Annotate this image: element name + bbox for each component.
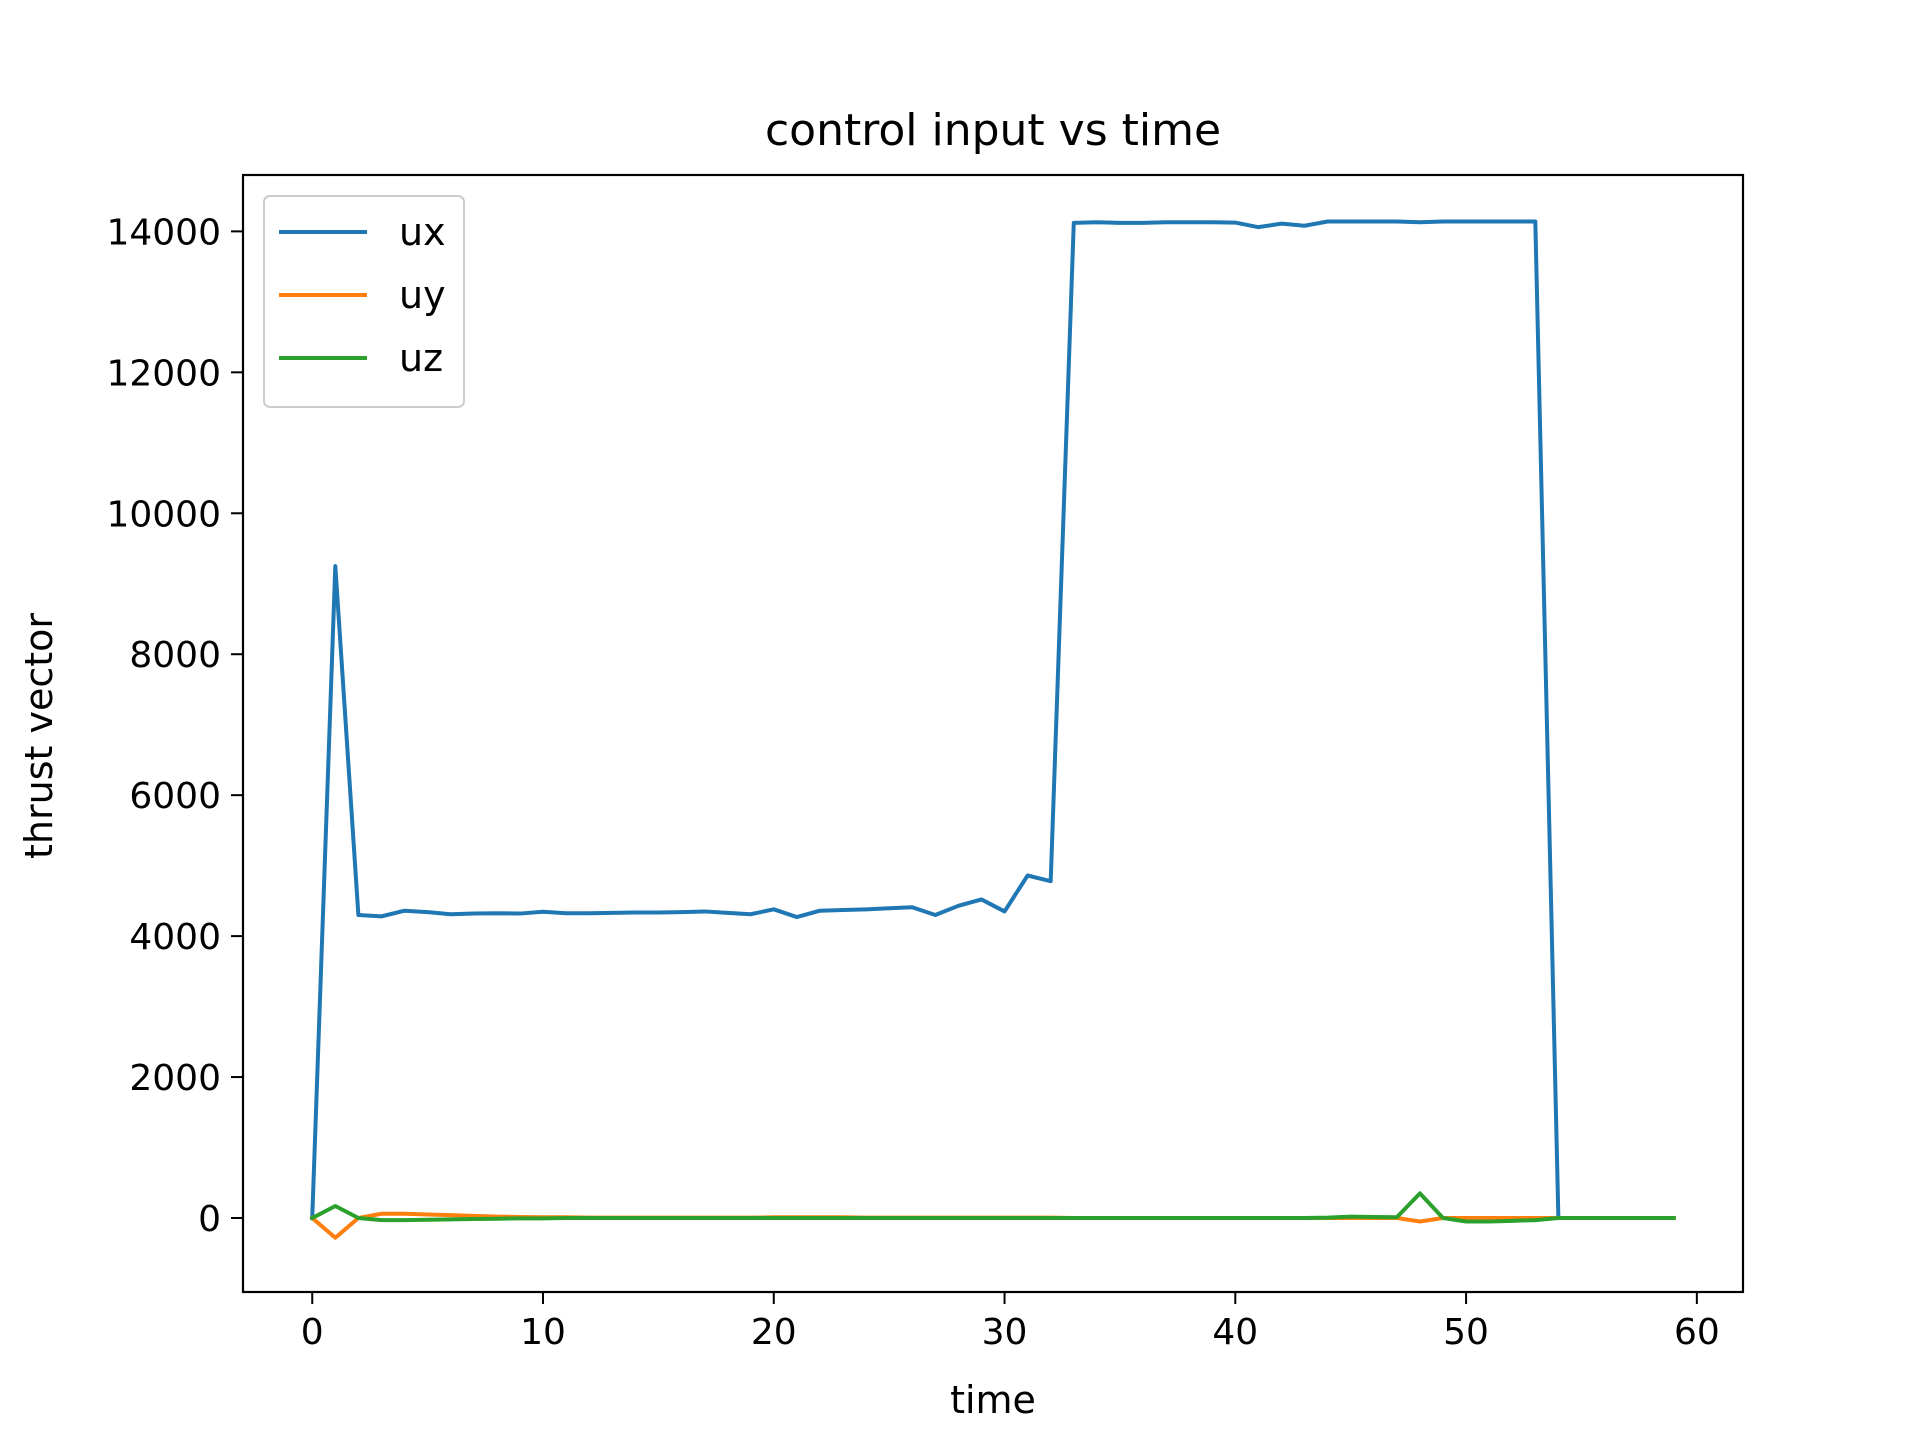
series-line-ux — [310, 219, 1676, 1221]
y-tick-label: 0 — [198, 1199, 221, 1240]
x-tick-label: 20 — [751, 1312, 797, 1353]
y-axis-title: thrust vector — [17, 613, 61, 859]
plot-area — [309, 219, 1676, 1240]
y-tick-label: 8000 — [129, 635, 221, 676]
axis-ticks: 0 10 20 30 40 50 60 0 2000 4000 6000 8000 10000 12000… — [106, 212, 1719, 1353]
y-tick-label: 12000 — [106, 353, 221, 394]
x-tick-label: 30 — [982, 1312, 1028, 1353]
legend-box — [263, 195, 465, 408]
x-tick-label: 50 — [1443, 1312, 1489, 1353]
y-tick-label: 14000 — [106, 212, 221, 253]
y-tick-label: 10000 — [106, 494, 221, 535]
legend: ux uy uz — [263, 195, 465, 408]
x-tick-label: 60 — [1674, 1312, 1720, 1353]
y-tick-label: 4000 — [129, 917, 221, 958]
series-line-uz — [309, 1191, 1676, 1224]
plot-frame — [241, 173, 1745, 1294]
y-tick-label: 6000 — [129, 776, 221, 817]
chart-title: control input vs time — [765, 105, 1221, 156]
x-tick-label: 0 — [301, 1312, 324, 1353]
x-tick-label: 10 — [520, 1312, 566, 1353]
y-tick-label: 2000 — [129, 1058, 221, 1099]
x-axis-title: time — [950, 1378, 1036, 1422]
legend-label-uy: uy — [399, 273, 446, 317]
legend-label-ux: ux — [399, 210, 446, 254]
x-tick-label: 40 — [1212, 1312, 1258, 1353]
legend-label-uz: uz — [399, 336, 443, 380]
